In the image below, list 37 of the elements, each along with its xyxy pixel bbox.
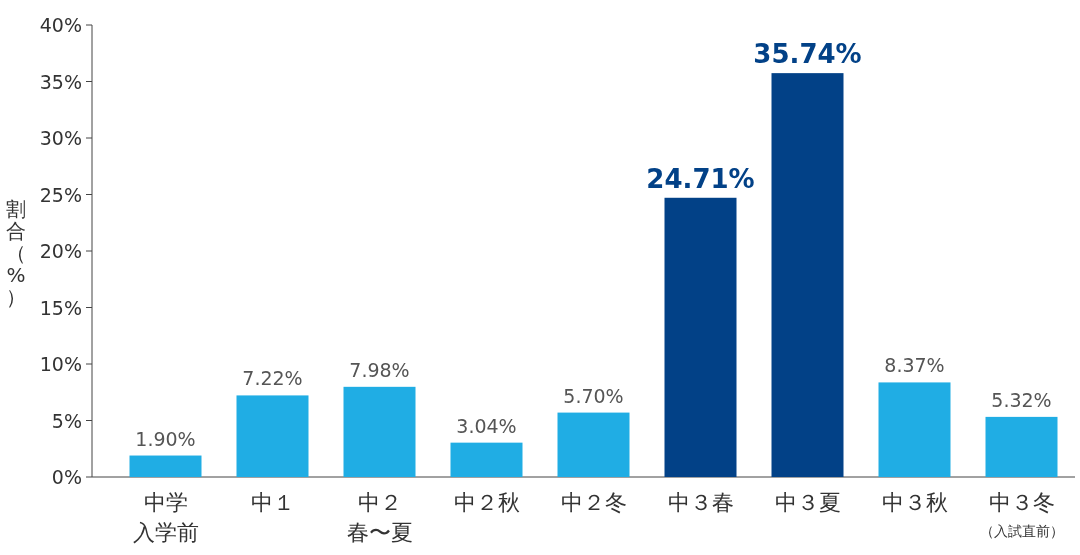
x-tick-label: 中２冬: [560, 490, 627, 515]
y-tick-label: 20%: [39, 240, 82, 262]
data-label: 35.74%: [753, 39, 862, 70]
bar: [236, 395, 309, 477]
bar: [343, 386, 416, 477]
x-tick-label: 中３冬（入試直前）: [979, 490, 1064, 539]
y-tick-label: 25%: [39, 183, 82, 206]
y-axis-title: 割合（%）: [6, 197, 26, 309]
x-tick-label: 中２春〜夏: [346, 490, 413, 545]
x-tick-label: 中１: [250, 490, 295, 515]
bar: [771, 73, 844, 477]
y-tick-label: 10%: [39, 353, 82, 375]
x-tick-label: 中学入学前: [132, 490, 199, 545]
bar: [664, 197, 737, 477]
data-label: 1.90%: [135, 427, 196, 450]
bar: [129, 455, 202, 477]
data-label: 5.70%: [563, 384, 624, 407]
x-tick-label: 中３秋: [881, 490, 948, 515]
x-tick-label: 中３夏: [774, 490, 841, 515]
data-label: 5.32%: [991, 388, 1052, 411]
data-label: 7.98%: [349, 358, 410, 381]
data-label: 7.22%: [242, 367, 303, 390]
x-tick-label: 中２秋: [453, 490, 520, 515]
bar: [985, 416, 1058, 477]
data-label: 8.37%: [884, 354, 945, 377]
y-tick-label: 15%: [39, 296, 82, 319]
x-tick-label: 中３春: [667, 490, 734, 515]
y-tick-label: 5%: [51, 409, 82, 432]
y-tick-label: 35%: [39, 70, 82, 93]
y-tick-label: 40%: [39, 14, 82, 36]
bar: [878, 382, 951, 477]
y-tick-label: 30%: [39, 127, 82, 149]
y-tick-label: 0%: [51, 466, 82, 488]
bar: [450, 442, 523, 477]
data-label: 24.71%: [646, 163, 755, 194]
bar: [557, 412, 630, 477]
data-label: 3.04%: [456, 414, 517, 437]
